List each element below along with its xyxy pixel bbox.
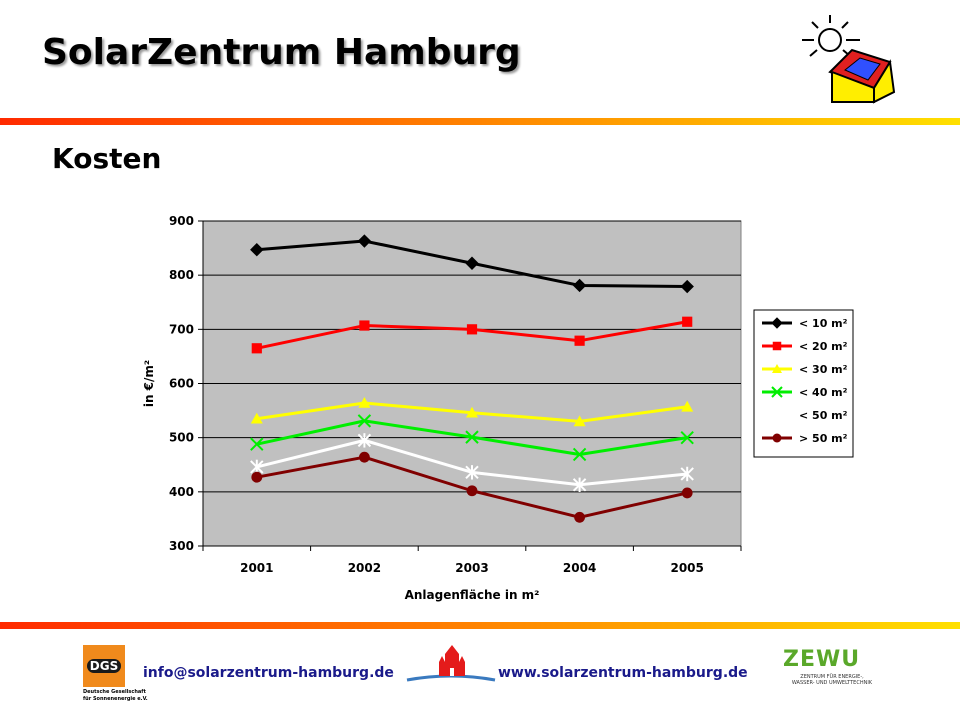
data-point	[358, 397, 371, 408]
accent-bar-top	[0, 118, 960, 125]
data-point	[357, 433, 372, 448]
cost-line-chart: 300 400 500 600 700 800 900 2001 2002 2003 2004 200…	[142, 214, 854, 602]
y-tick-label: 900	[169, 214, 194, 228]
data-point	[572, 278, 587, 293]
data-point	[465, 256, 479, 270]
data-point	[359, 320, 370, 331]
dgs-caption-line1: Deutsche Gesellschaft	[83, 689, 146, 695]
zewu-logo-text: ZEWU	[783, 647, 861, 672]
data-point	[572, 477, 587, 492]
legend-marker	[771, 386, 783, 398]
data-point	[466, 324, 478, 335]
data-point	[682, 316, 693, 327]
sun-house-icon	[802, 15, 896, 104]
data-point	[250, 412, 263, 424]
zewu-caption-line2: WASSER- UND UMWELTTECHNIK	[791, 680, 873, 686]
legend-marker	[772, 341, 782, 351]
x-tick-label: 2005	[670, 561, 703, 575]
legend-label: > 50 m²	[799, 432, 848, 445]
data-point	[465, 430, 479, 444]
data-point	[357, 234, 372, 248]
hamburg-castle-icon	[406, 645, 496, 682]
data-point	[574, 335, 585, 346]
legend-label: < 30 m²	[799, 363, 848, 376]
y-tick-label: 600	[169, 377, 194, 391]
zewu-caption-line1: ZENTRUM FÜR ENERGIE-,	[800, 674, 864, 680]
legend-marker	[772, 364, 782, 373]
data-point	[250, 459, 264, 475]
legend-label: < 40 m²	[799, 386, 848, 399]
dgs-logo: DGS Deutsche Gesellschaft für Sonnenener…	[83, 645, 148, 705]
legend-marker	[771, 409, 783, 421]
data-point	[466, 485, 478, 497]
brand-title: SolarZentrum Hamburg	[42, 32, 521, 73]
data-point	[465, 465, 479, 480]
data-point	[250, 243, 264, 257]
email-link[interactable]: info@solarzentrum-hamburg.de	[143, 665, 394, 681]
y-tick-label: 500	[169, 431, 194, 445]
x-tick-label: 2004	[563, 561, 596, 575]
legend-box	[753, 309, 854, 458]
data-point	[573, 415, 586, 427]
data-point	[359, 451, 370, 463]
x-axis-label: Anlagenfläche in m²	[405, 588, 540, 602]
data-point	[680, 466, 694, 482]
legend-marker	[772, 433, 782, 443]
website-link[interactable]: www.solarzentrum-hamburg.de	[498, 665, 748, 681]
x-tick-label: 2002	[348, 561, 381, 575]
y-axis-label: in €/m²	[142, 360, 156, 407]
data-point	[574, 511, 585, 523]
y-tick-label: 700	[169, 322, 194, 336]
zewu-logo: ZEWU ZENTRUM FÜR ENERGIE-, WASSER- UND U…	[783, 648, 893, 692]
data-point	[680, 279, 694, 294]
y-tick-label: 300	[169, 539, 194, 553]
legend-marker	[771, 317, 783, 329]
accent-bar-bottom	[0, 622, 960, 629]
data-point	[681, 400, 694, 412]
x-tick-label: 2001	[240, 561, 273, 575]
data-point	[357, 414, 372, 428]
dgs-logo-text: DGS	[86, 659, 122, 673]
legend-label: < 10 m²	[799, 317, 848, 330]
data-point	[681, 487, 693, 499]
slide-title: Kosten	[52, 142, 162, 175]
dgs-caption-line2: für Sonnenenergie e.V.	[83, 696, 148, 702]
data-point	[250, 437, 264, 451]
data-point	[251, 343, 262, 354]
data-point	[466, 406, 478, 418]
x-tick-label: 2003	[455, 561, 488, 575]
y-tick-label: 400	[169, 485, 194, 499]
legend-label: < 50 m²	[799, 409, 848, 422]
y-tick-label: 800	[169, 268, 194, 282]
data-point	[680, 430, 694, 445]
data-point	[572, 447, 587, 462]
legend-label: < 20 m²	[799, 340, 848, 353]
data-point	[251, 471, 263, 483]
